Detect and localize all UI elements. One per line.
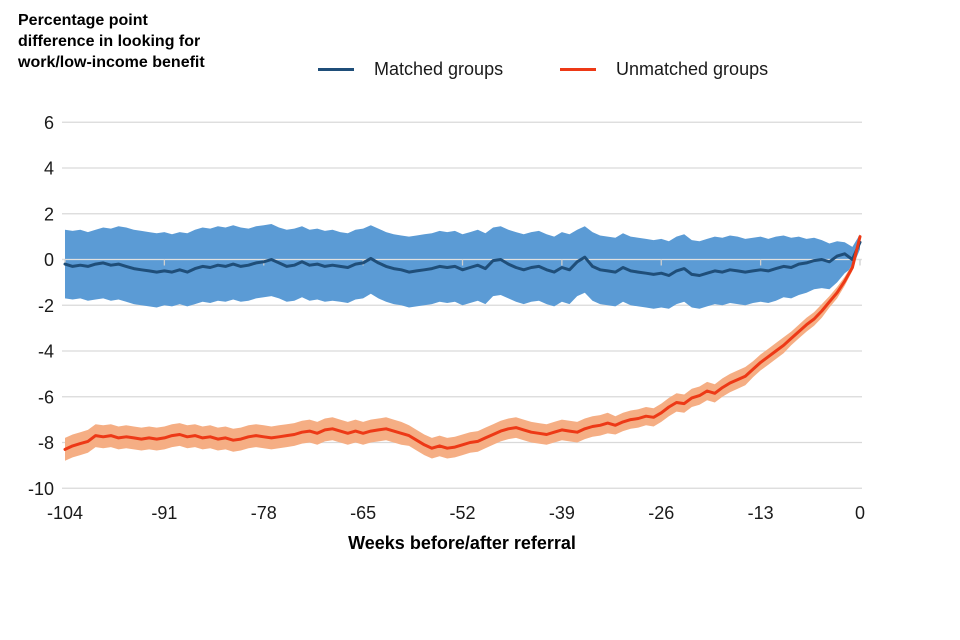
y-axis-title: Percentage point difference in looking f… [18, 12, 205, 71]
x-tick-labels: -104 -91 -78 -65 -52 -39 -26 -13 0 [47, 503, 865, 523]
legend-label-unmatched: Unmatched groups [616, 58, 769, 79]
y-tick-label: -10 [28, 479, 54, 499]
y-tick-label: -8 [38, 433, 54, 453]
legend-item-unmatched: Unmatched groups [560, 52, 768, 86]
y-tick-labels: 6 4 2 0 -2 -4 -6 -8 -10 [28, 113, 54, 499]
x-tick-label: -91 [151, 503, 177, 523]
y-tick-label: 6 [44, 113, 54, 133]
matched-line-swatch-icon [318, 67, 354, 71]
legend: Matched groups Unmatched groups [0, 52, 960, 86]
unmatched-line-swatch-icon [560, 67, 596, 71]
y-tick-label: 4 [44, 159, 54, 179]
x-tick-label: -104 [47, 503, 83, 523]
x-tick-label: -26 [648, 503, 674, 523]
y-tick-label: -4 [38, 342, 54, 362]
confidence-band-unmatched [65, 234, 860, 461]
series-line-matched [63, 240, 862, 277]
legend-item-matched: Matched groups [318, 52, 503, 86]
x-tick-label: -52 [449, 503, 475, 523]
y-tick-label: 0 [44, 250, 54, 270]
y-tick-label: -6 [38, 387, 54, 407]
x-tick-label: 0 [855, 503, 865, 523]
legend-label-matched: Matched groups [374, 58, 504, 79]
y-tick-label: -2 [38, 296, 54, 316]
x-tick-label: -39 [549, 503, 575, 523]
y-tick-label: 2 [44, 204, 54, 224]
confidence-band-matched [65, 224, 860, 309]
series-line-unmatched [63, 235, 862, 451]
x-tick-label: -13 [748, 503, 774, 523]
x-tick-label: -65 [350, 503, 376, 523]
x-axis-title: Weeks before/after referral [348, 533, 576, 553]
x-tick-label: -78 [251, 503, 277, 523]
